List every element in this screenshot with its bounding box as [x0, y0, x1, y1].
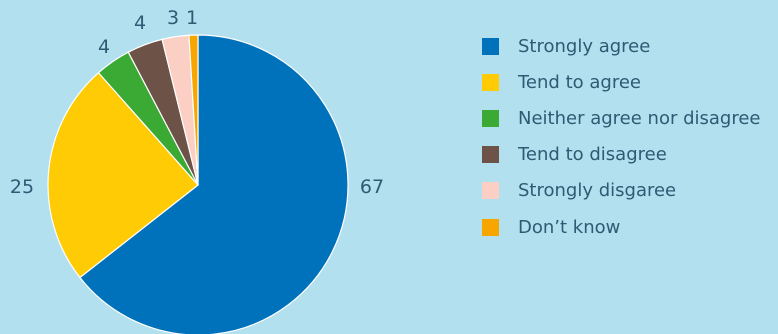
data-label-tend-to-agree: 25	[10, 176, 34, 198]
legend-label: Strongly disgaree	[518, 180, 677, 202]
pie-slice-strongly-agree	[79, 34, 349, 334]
legend-item-strongly-agree: Strongly agree	[482, 28, 761, 64]
legend-item-tend-to-disagree: Tend to disagree	[482, 137, 761, 173]
data-label-strongly-disgaree: 3	[167, 7, 179, 29]
legend-label: Tend to disagree	[518, 144, 667, 166]
data-label-neither-agree-nor-disagree: 4	[98, 36, 110, 58]
legend-label: Don’t know	[518, 216, 621, 238]
data-label-strongly-agree: 67	[360, 176, 384, 198]
legend-swatch	[482, 182, 499, 200]
legend-label: Strongly agree	[518, 35, 651, 57]
legend-item-don-t-know: Don’t know	[482, 209, 761, 245]
legend-swatch	[482, 73, 499, 91]
legend: Strongly agree Tend to agree Neither agree…	[482, 28, 761, 245]
legend-label: Neither agree nor disagree	[518, 107, 761, 129]
pie-slice-tend-to-agree	[47, 71, 199, 279]
legend-item-tend-to-agree: Tend to agree	[482, 64, 761, 100]
legend-item-neither-agree-nor-disagree: Neither agree nor disagree	[482, 100, 761, 136]
legend-swatch	[482, 109, 499, 127]
legend-swatch	[482, 218, 499, 236]
legend-label: Tend to agree	[518, 71, 641, 93]
pie-slice-don-t-know	[188, 34, 199, 186]
legend-item-strongly-disgaree: Strongly disgaree	[482, 173, 761, 209]
legend-swatch	[482, 37, 499, 55]
legend-swatch	[482, 146, 499, 164]
data-label-tend-to-disagree: 4	[134, 12, 146, 34]
data-label-don-t-know: 1	[186, 7, 198, 29]
